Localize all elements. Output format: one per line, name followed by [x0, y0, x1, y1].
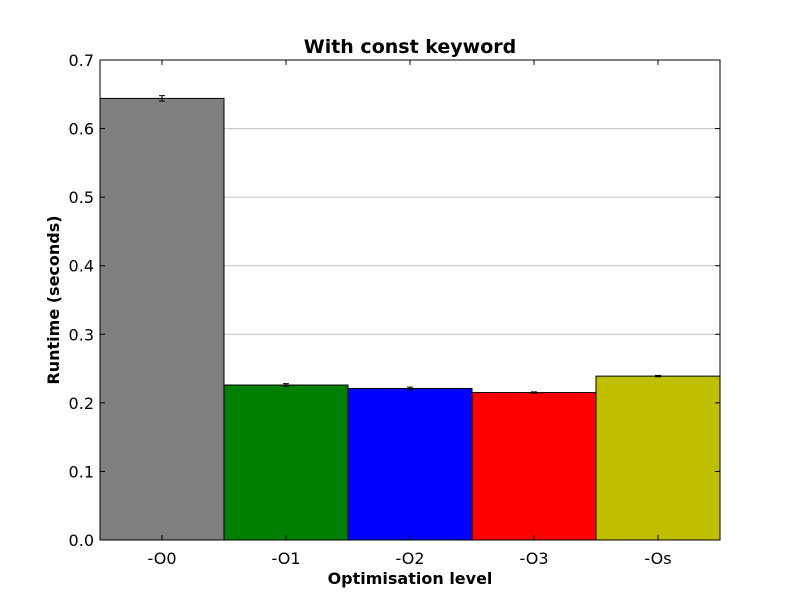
bar-o1 — [223, 384, 349, 541]
y-tick-label: 0.4 — [69, 257, 94, 276]
x-tick-label: -O1 — [272, 549, 301, 568]
bar-os — [595, 375, 721, 541]
x-axis-ticks: -O0 -O1 -O2 -O3 -Os — [148, 60, 672, 568]
y-tick-label: 0.1 — [69, 462, 94, 481]
y-tick-label: 0.6 — [69, 120, 94, 139]
x-axis-title: Optimisation level — [328, 569, 493, 588]
y-tick-label: 0.0 — [69, 531, 94, 550]
x-tick-label: -O2 — [396, 549, 425, 568]
y-axis-title: Runtime (seconds) — [44, 215, 63, 384]
bar-o0 — [99, 97, 225, 541]
x-tick-label: -O3 — [520, 549, 549, 568]
bar-o2 — [347, 387, 473, 541]
y-tick-label: 0.5 — [69, 188, 94, 207]
y-tick-label: 0.7 — [69, 51, 94, 70]
x-tick-label: -O0 — [148, 549, 177, 568]
y-tick-label: 0.2 — [69, 394, 94, 413]
x-tick-label: -Os — [644, 549, 671, 568]
bar-o3 — [471, 392, 597, 541]
y-tick-label: 0.3 — [69, 325, 94, 344]
bars — [99, 97, 721, 541]
chart-title: With const keyword — [304, 36, 517, 58]
y-axis-ticks: 0.0 0.1 0.2 0.3 0.4 0.5 0.6 0.7 — [69, 51, 720, 550]
error-bars — [159, 95, 661, 394]
